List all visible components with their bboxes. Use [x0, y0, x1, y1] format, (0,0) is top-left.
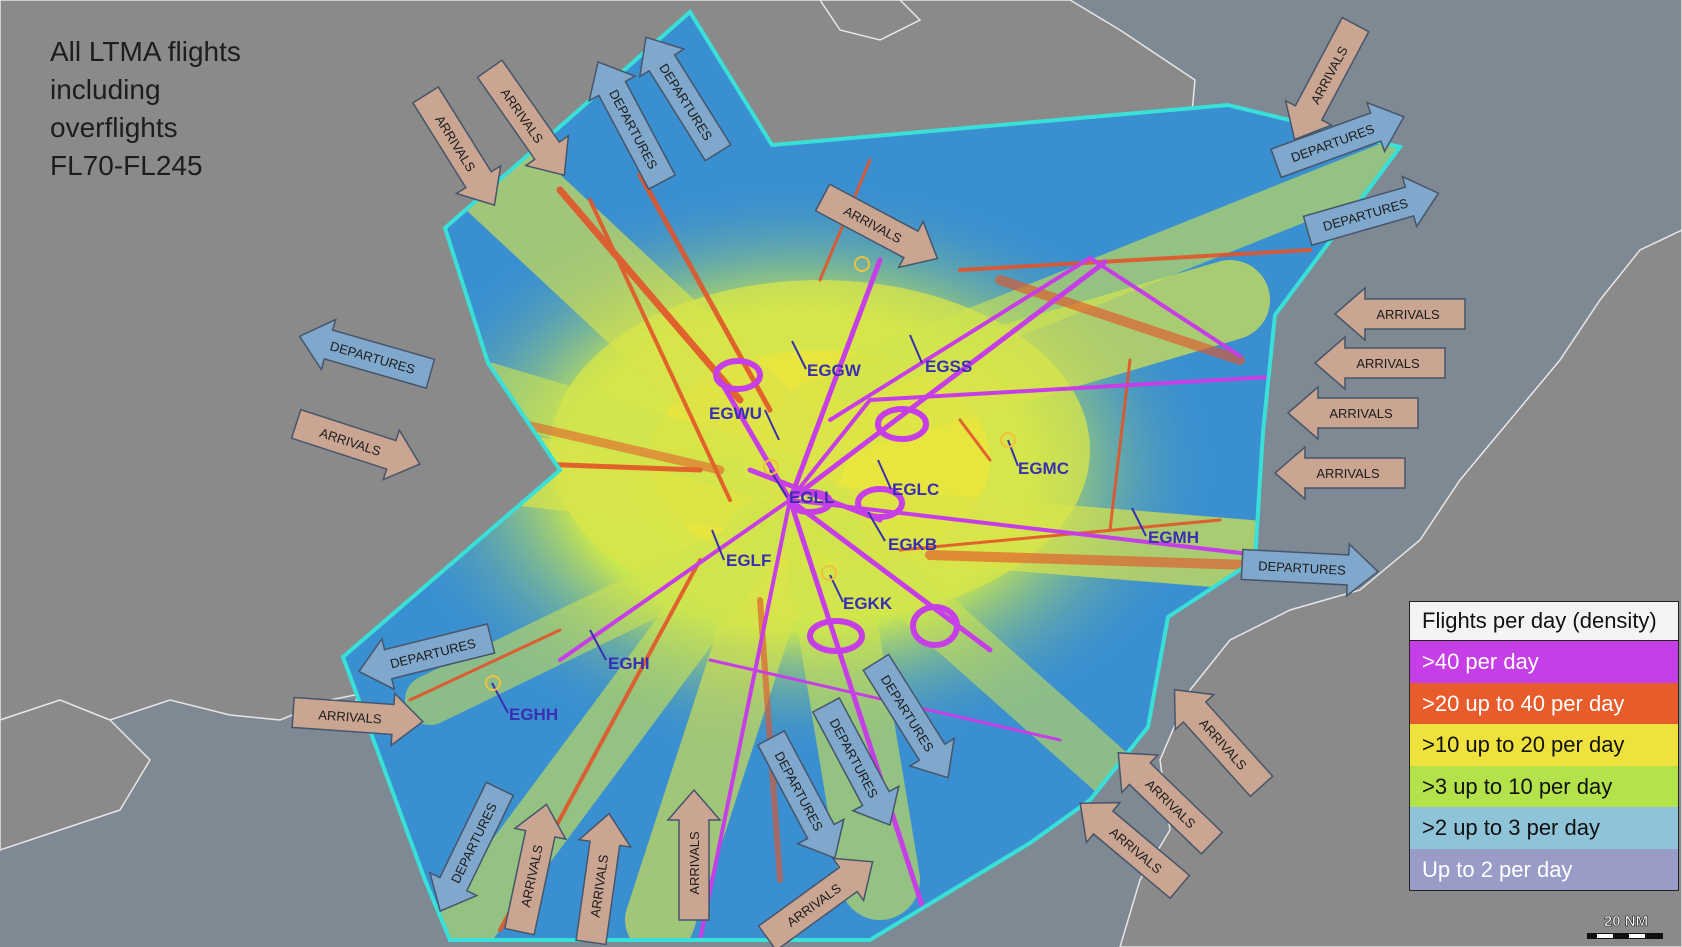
airport-label-egkk: EGKK: [843, 594, 893, 613]
legend-item-3-10: >3 up to 10 per day: [1410, 765, 1678, 807]
airport-label-eglf: EGLF: [726, 551, 771, 570]
svg-text:ARRIVALS: ARRIVALS: [1329, 406, 1393, 421]
airport-label-egGW: EGGW: [807, 361, 862, 380]
map-title: All LTMA flights including overflights F…: [50, 33, 350, 185]
map-title-line-3: overflights: [50, 112, 178, 143]
legend-title: Flights per day (density): [1410, 602, 1678, 641]
legend-item-2-3: >2 up to 3 per day: [1410, 807, 1678, 849]
legend-item-10-20: >10 up to 20 per day: [1410, 724, 1678, 766]
airport-label-egwu: EGWU: [709, 404, 762, 423]
svg-text:ARRIVALS: ARRIVALS: [1356, 356, 1420, 371]
svg-text:DEPARTURES: DEPARTURES: [1258, 558, 1347, 578]
map-title-line-4: FL70-FL245: [50, 150, 203, 181]
airport-labels: EGGW EGSS EGWU EGMC EGLC EGLL EGKB EGMH …: [509, 357, 1199, 724]
svg-text:ARRIVALS: ARRIVALS: [318, 707, 383, 726]
legend-item-gt40: >40 per day: [1410, 641, 1678, 683]
arrow-arrivals-east-2: ARRIVALS: [1313, 335, 1446, 391]
map-title-line-2: including: [50, 74, 161, 105]
arrow-arrivals-nw-1: ARRIVALS: [411, 85, 502, 207]
arrow-arrivals-southwest: ARRIVALS: [291, 691, 424, 747]
svg-text:ARRIVALS: ARRIVALS: [1316, 466, 1380, 481]
svg-text:ARRIVALS: ARRIVALS: [687, 831, 702, 895]
svg-text:ARRIVALS: ARRIVALS: [1376, 307, 1440, 322]
airport-label-eglc: EGLC: [892, 480, 939, 499]
airport-label-egss: EGSS: [925, 357, 972, 376]
arrow-arrivals-south-3: ARRIVALS: [666, 788, 722, 921]
airport-label-egmh: EGMH: [1148, 528, 1199, 547]
legend-item-le2: Up to 2 per day: [1410, 848, 1678, 890]
airport-markers: [485, 256, 1147, 714]
arrow-arrivals-east-3: ARRIVALS: [1286, 385, 1419, 441]
scale-bar-graphic: [1587, 933, 1663, 939]
legend-item-20-40: >20 up to 40 per day: [1410, 682, 1678, 724]
scale-bar: 20 NM: [1585, 913, 1667, 939]
arrow-arrivals-east-4: ARRIVALS: [1273, 445, 1406, 501]
airport-label-egll: EGLL: [789, 488, 834, 507]
ltma-boundary: [340, 8, 1404, 942]
airport-label-egkb: EGKB: [888, 535, 937, 554]
airport-label-egmc: EGMC: [1018, 459, 1069, 478]
land-wales-west: [0, 699, 151, 851]
density-legend: Flights per day (density) >40 per day >2…: [1409, 601, 1679, 891]
arrow-arrivals-south-1: ARRIVALS: [503, 803, 568, 936]
arrow-departures-east: DEPARTURES: [1240, 542, 1380, 598]
arrow-arrivals-east-1: ARRIVALS: [1333, 286, 1466, 342]
land-north-sea-isle: [819, 0, 922, 41]
airport-label-eghi: EGHI: [608, 654, 650, 673]
map-title-line-1: All LTMA flights: [50, 36, 241, 67]
scale-bar-label: 20 NM: [1603, 913, 1649, 931]
airport-label-eghh: EGHH: [509, 705, 558, 724]
arrow-arrivals-south-2: ARRIVALS: [575, 812, 633, 946]
